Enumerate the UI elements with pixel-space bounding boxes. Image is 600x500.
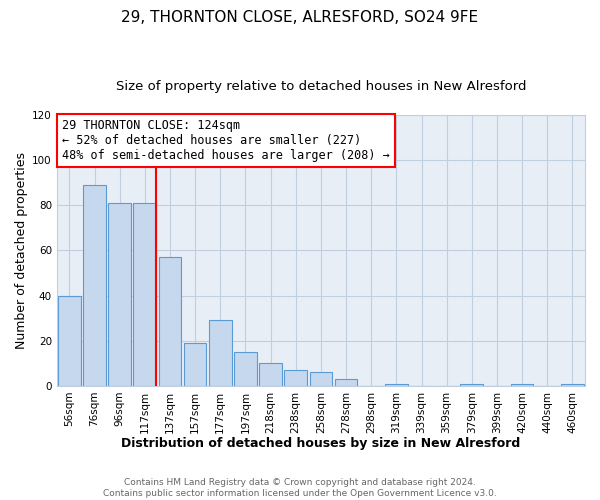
- Bar: [561, 384, 584, 386]
- Bar: [335, 379, 358, 386]
- Bar: [284, 370, 307, 386]
- Bar: [109, 203, 131, 386]
- Bar: [209, 320, 232, 386]
- Bar: [310, 372, 332, 386]
- Bar: [184, 343, 206, 386]
- Bar: [83, 185, 106, 386]
- Title: Size of property relative to detached houses in New Alresford: Size of property relative to detached ho…: [116, 80, 526, 93]
- Bar: [158, 257, 181, 386]
- X-axis label: Distribution of detached houses by size in New Alresford: Distribution of detached houses by size …: [121, 437, 521, 450]
- Bar: [133, 203, 156, 386]
- Bar: [511, 384, 533, 386]
- Text: 29 THORNTON CLOSE: 124sqm
← 52% of detached houses are smaller (227)
48% of semi: 29 THORNTON CLOSE: 124sqm ← 52% of detac…: [62, 119, 390, 162]
- Bar: [234, 352, 257, 386]
- Bar: [58, 296, 80, 386]
- Bar: [460, 384, 483, 386]
- Text: 29, THORNTON CLOSE, ALRESFORD, SO24 9FE: 29, THORNTON CLOSE, ALRESFORD, SO24 9FE: [121, 10, 479, 25]
- Y-axis label: Number of detached properties: Number of detached properties: [15, 152, 28, 349]
- Bar: [385, 384, 407, 386]
- Text: Contains HM Land Registry data © Crown copyright and database right 2024.
Contai: Contains HM Land Registry data © Crown c…: [103, 478, 497, 498]
- Bar: [259, 364, 282, 386]
